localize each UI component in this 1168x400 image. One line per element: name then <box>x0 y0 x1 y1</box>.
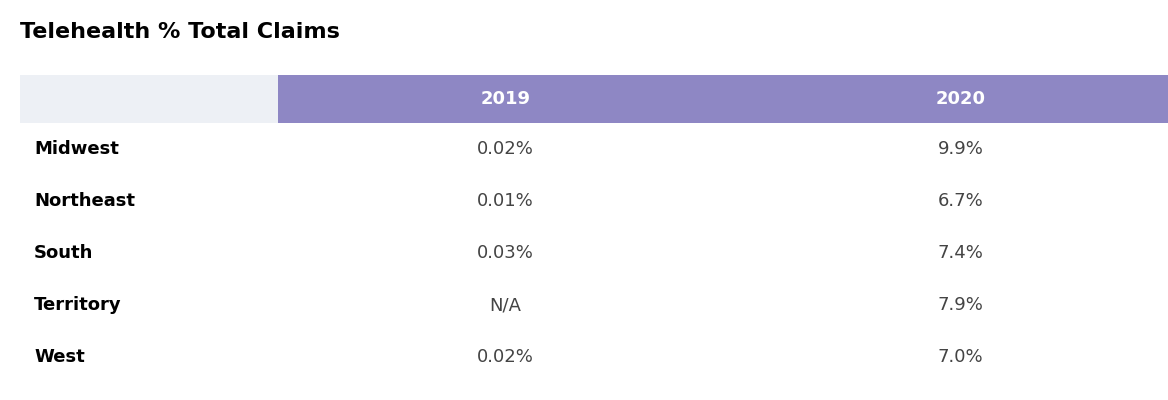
Bar <box>734 227 1168 279</box>
Text: 7.9%: 7.9% <box>938 296 983 314</box>
Text: Northeast: Northeast <box>34 192 135 210</box>
Bar <box>20 175 278 227</box>
Text: Territory: Territory <box>34 296 121 314</box>
Bar <box>734 175 1168 227</box>
Text: South: South <box>34 244 93 262</box>
Bar <box>278 227 734 279</box>
Bar <box>734 331 1168 383</box>
Bar <box>278 123 734 175</box>
Text: 0.02%: 0.02% <box>477 140 534 158</box>
Bar <box>20 227 278 279</box>
Bar <box>734 75 1168 123</box>
Bar <box>278 75 734 123</box>
Text: 0.03%: 0.03% <box>477 244 534 262</box>
Bar <box>20 331 278 383</box>
Text: 2020: 2020 <box>936 90 986 108</box>
Text: 7.0%: 7.0% <box>938 348 983 366</box>
Text: Midwest: Midwest <box>34 140 119 158</box>
Text: West: West <box>34 348 85 366</box>
Text: 7.4%: 7.4% <box>938 244 983 262</box>
Text: N/A: N/A <box>489 296 521 314</box>
Bar <box>278 279 734 331</box>
Bar <box>734 279 1168 331</box>
Bar <box>734 123 1168 175</box>
Text: 0.02%: 0.02% <box>477 348 534 366</box>
Bar <box>278 175 734 227</box>
Bar <box>20 75 278 123</box>
Bar <box>20 279 278 331</box>
Text: 9.9%: 9.9% <box>938 140 983 158</box>
Text: 6.7%: 6.7% <box>938 192 983 210</box>
Text: Telehealth % Total Claims: Telehealth % Total Claims <box>20 22 340 42</box>
Bar <box>20 123 278 175</box>
Text: 2019: 2019 <box>480 90 530 108</box>
Text: 0.01%: 0.01% <box>477 192 534 210</box>
Bar <box>278 331 734 383</box>
